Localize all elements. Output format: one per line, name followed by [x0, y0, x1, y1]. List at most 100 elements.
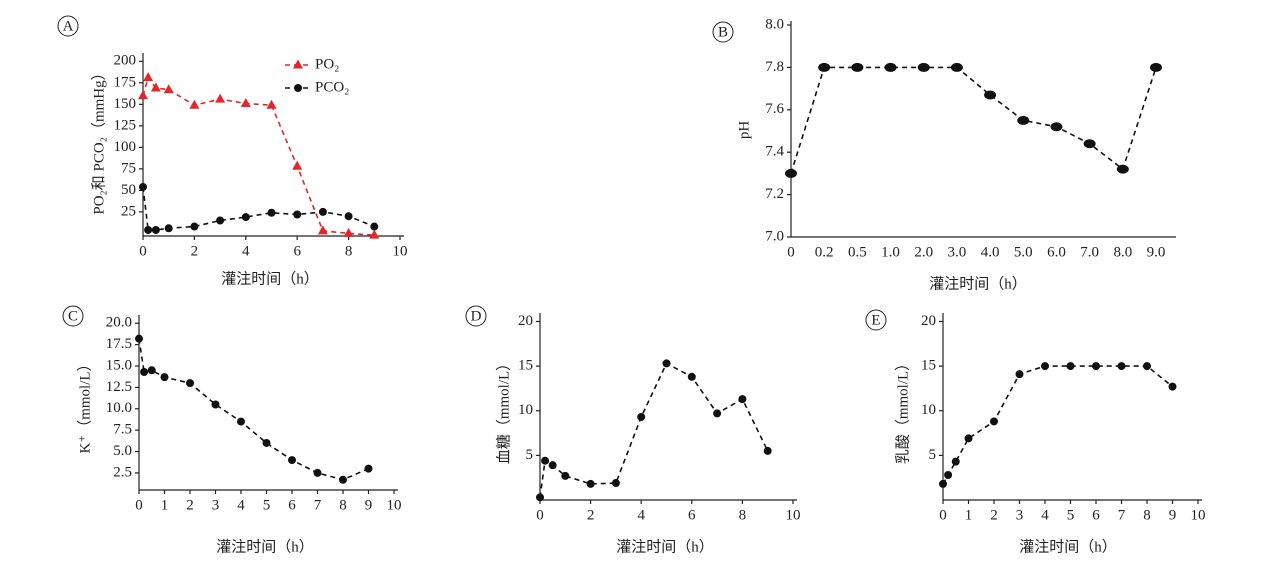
x-tick-label: 7 [1118, 507, 1126, 523]
data-line [539, 362, 769, 498]
y-tick-label: 15.0 [106, 357, 132, 373]
data-point [160, 373, 169, 382]
x-tick-label: 3 [212, 497, 220, 513]
panel-badge [865, 309, 887, 331]
y-axis-label: 乳酸（mmol/L） [894, 356, 911, 464]
data-point [984, 90, 997, 100]
y-tick-label: 15 [921, 358, 936, 374]
data-point [135, 334, 143, 343]
x-tick-label: 0 [135, 497, 143, 513]
data-point [536, 493, 544, 502]
x-tick-label: 0 [139, 243, 147, 259]
data-point [151, 225, 160, 234]
data-point [164, 224, 173, 233]
data-point [262, 438, 271, 447]
data-point [369, 229, 380, 239]
data-point [139, 182, 147, 191]
data-point [785, 168, 797, 178]
panel-label: B [718, 24, 728, 40]
panel-label: A [63, 18, 74, 34]
panel-badge [62, 305, 84, 327]
x-tick-label: 4.0 [981, 244, 1000, 260]
x-tick-label: 2 [191, 243, 199, 259]
data-point [216, 216, 225, 225]
x-tick-label: 6 [1092, 507, 1100, 523]
x-tick-label: 4 [237, 497, 245, 513]
x-tick-label: 8 [339, 497, 347, 513]
x-tick-label: 9 [365, 497, 373, 513]
x-tick-label: 0 [536, 507, 544, 523]
data-point [548, 461, 557, 470]
data-point [944, 471, 953, 480]
x-tick-label: 4 [637, 507, 645, 523]
y-tick-label: 175 [114, 74, 137, 90]
data-point [611, 479, 620, 488]
y-tick-label: 7.0 [765, 228, 784, 244]
data-point [237, 417, 245, 426]
x-tick-label: 0.2 [815, 244, 834, 260]
x-tick-label: 7 [314, 497, 322, 513]
data-point [561, 471, 570, 480]
x-tick-label: 2 [587, 507, 595, 523]
data-point [150, 82, 161, 92]
x-axis-label: 灌注时间（h） [221, 270, 319, 287]
y-tick-label: 20 [518, 313, 533, 329]
data-point [950, 62, 963, 72]
data-point [738, 395, 747, 404]
x-tick-label: 1 [965, 507, 973, 523]
data-line [790, 66, 1157, 174]
data-point [140, 368, 149, 377]
x-tick-label: 4 [242, 243, 250, 259]
data-point [662, 359, 671, 368]
data-point [344, 212, 353, 221]
x-tick-label: 5 [1067, 507, 1075, 523]
x-axis-label: 灌注时间（h） [216, 538, 314, 555]
y-axis-label: PO₂和 PCO₂（mmHg） [90, 65, 107, 214]
data-point [318, 207, 327, 216]
data-point [313, 468, 322, 477]
data-point [586, 479, 595, 488]
y-tick-label: 15 [518, 358, 533, 374]
legend-marker [293, 59, 303, 69]
y-tick-label: 75 [121, 160, 136, 176]
x-tick-label: 3.0 [948, 244, 967, 260]
data-point [1050, 122, 1063, 132]
y-tick-label: 200 [114, 53, 137, 69]
data-point [138, 90, 148, 100]
x-tick-label: 10 [393, 243, 408, 259]
data-point [851, 62, 864, 72]
data-point [189, 99, 200, 109]
data-point [917, 62, 930, 72]
data-point [818, 62, 831, 72]
data-point [190, 222, 199, 231]
x-tick-label: 2 [186, 497, 194, 513]
data-point [317, 225, 328, 235]
data-point [541, 456, 550, 465]
data-point [266, 99, 277, 109]
data-point [990, 417, 998, 426]
y-tick-label: 5.0 [113, 443, 132, 459]
y-tick-label: 7.8 [765, 59, 784, 75]
x-tick-label: 6.0 [1047, 244, 1066, 260]
data-point [215, 93, 226, 103]
data-point [288, 456, 296, 465]
y-tick-label: 20 [921, 313, 936, 329]
data-point [1117, 362, 1126, 371]
data-point [1092, 362, 1100, 371]
data-point [267, 208, 276, 217]
data-point [1066, 362, 1075, 371]
data-point [343, 227, 354, 237]
y-tick-label: 12.5 [106, 379, 132, 395]
data-line [142, 186, 375, 231]
y-tick-label: 10 [518, 402, 533, 418]
x-tick-label: 10 [1191, 507, 1206, 523]
y-tick-label: 17.5 [106, 336, 132, 352]
data-point [339, 475, 347, 484]
x-tick-label: 8 [739, 507, 747, 523]
data-line [942, 365, 1174, 485]
data-point [964, 434, 973, 443]
data-point [1017, 115, 1030, 125]
y-tick-label: 7.4 [765, 144, 784, 160]
data-point [884, 62, 897, 72]
